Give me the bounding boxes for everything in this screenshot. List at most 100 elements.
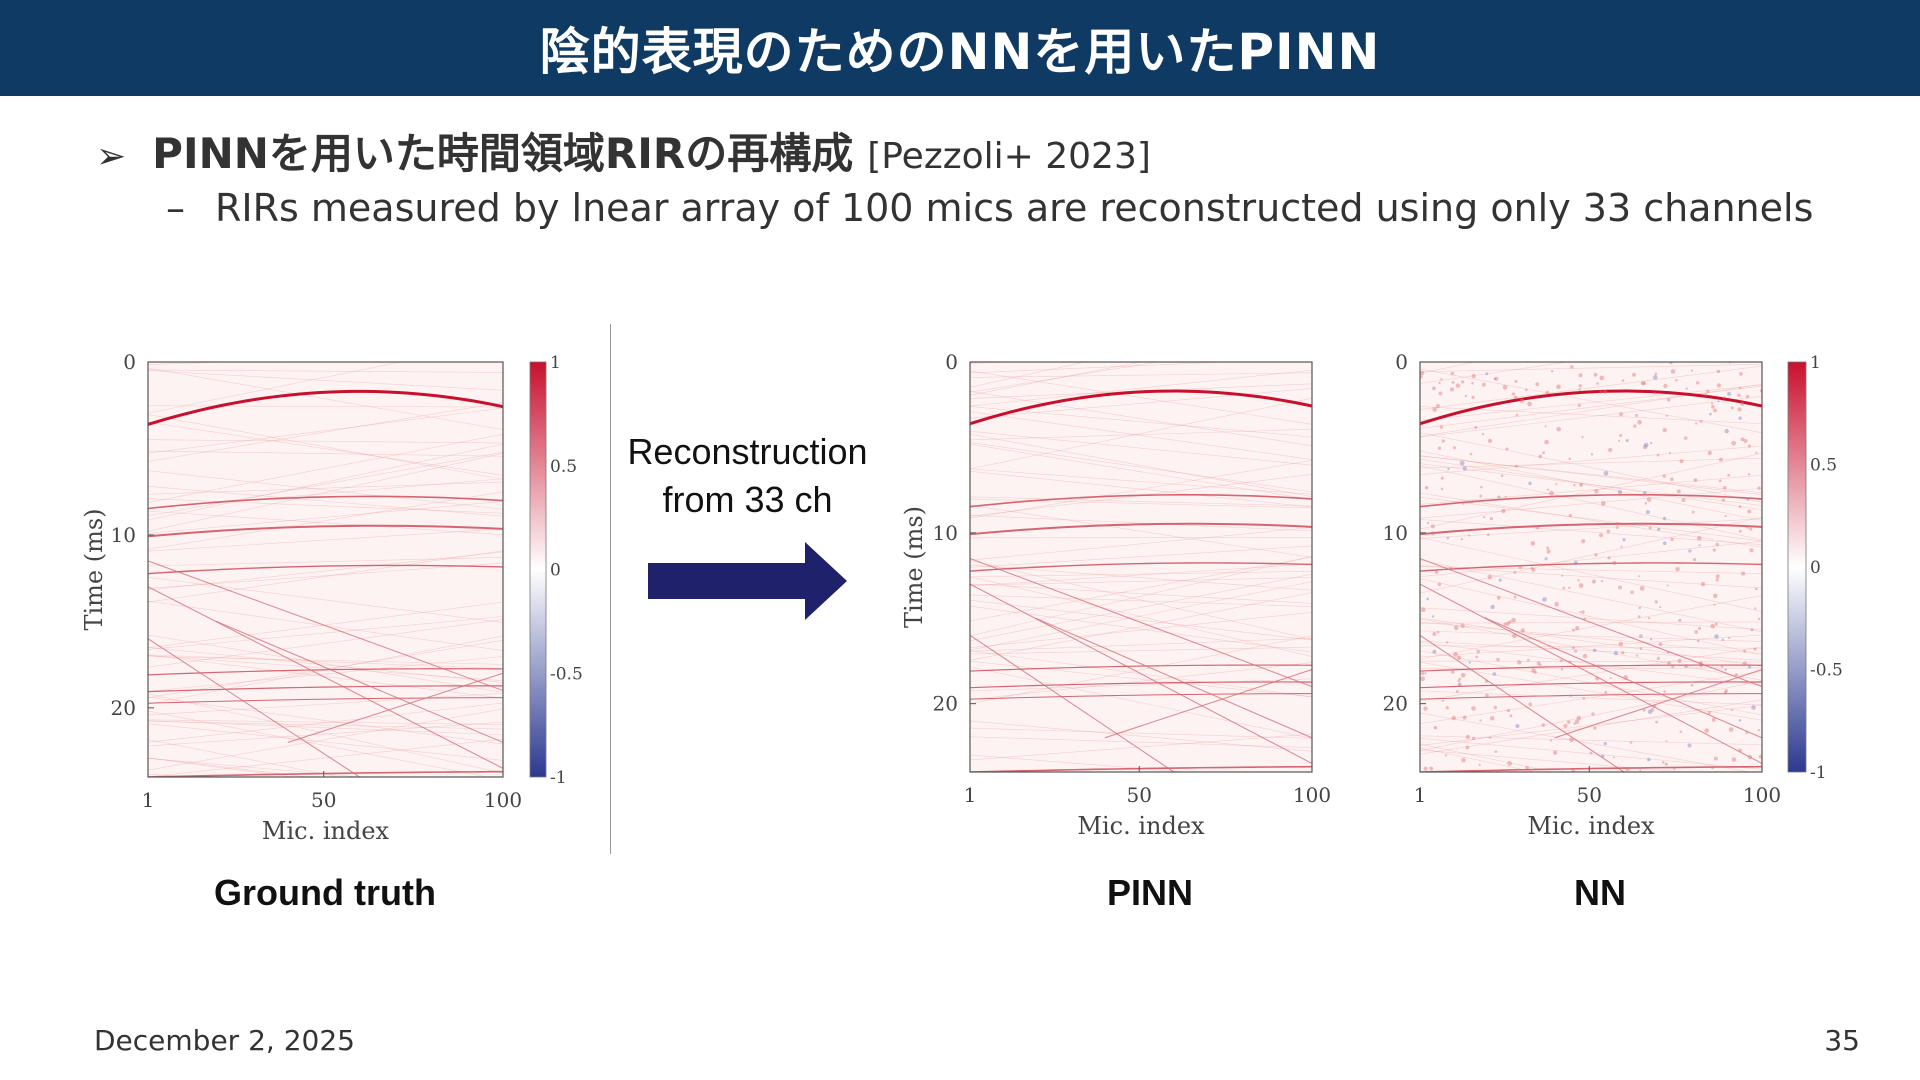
noise-speckle [1520, 628, 1525, 633]
faint-reflection-line [1420, 699, 1762, 755]
y-tick-label: 0 [123, 350, 136, 374]
noise-speckle [1603, 470, 1609, 476]
noise-speckle [1739, 372, 1743, 376]
faint-reflection-line [970, 391, 1312, 447]
noise-speckle [1659, 605, 1662, 609]
noise-speckle [1447, 467, 1450, 471]
noise-speckle [1449, 566, 1452, 570]
faint-reflection-line [1420, 362, 1569, 384]
diagonal-reflection [1035, 617, 1312, 739]
noise-speckle [1591, 712, 1595, 716]
noise-speckle [1662, 541, 1667, 546]
noise-speckle [1685, 387, 1688, 390]
ground-truth-panel: 1 50 100 0 10 20 Mic. index Time (ms) 1 0.5 0 -0.5 -… [78, 324, 611, 854]
reflection-wavefront [1420, 522, 1762, 536]
noise-speckle [1430, 524, 1435, 529]
noise-speckle [1711, 717, 1716, 722]
noise-speckle [1710, 765, 1715, 770]
noise-speckle [1727, 636, 1731, 639]
faint-reflection-line [148, 510, 503, 536]
faint-reflection-line [148, 443, 503, 521]
noise-speckle [1423, 706, 1428, 711]
faint-reflection-line [148, 362, 403, 414]
y-tick-label: 20 [1383, 692, 1408, 716]
noise-speckle [1654, 372, 1658, 376]
noise-speckle [1697, 626, 1702, 630]
noise-speckle [1583, 617, 1587, 621]
faint-reflection-line [1420, 384, 1762, 421]
noise-speckle [1663, 383, 1668, 389]
faint-reflection-line [970, 545, 1312, 568]
y-tick-label: 0 [1395, 350, 1408, 374]
reflection-wavefront [148, 685, 503, 693]
noise-speckle [1670, 664, 1675, 669]
noise-speckle [1579, 611, 1582, 614]
faint-reflection-line [970, 406, 1312, 438]
noise-speckle [1503, 622, 1507, 626]
noise-speckle [1556, 384, 1561, 390]
faint-reflection-line [970, 362, 993, 364]
noise-speckle [1648, 526, 1652, 530]
faint-reflection-line [1420, 474, 1762, 505]
noise-speckle [1569, 737, 1574, 743]
noise-speckle [1501, 508, 1506, 514]
faint-reflection-line [970, 411, 1312, 460]
noise-speckle [1535, 525, 1540, 530]
noise-speckle [1688, 549, 1692, 553]
noise-speckle [1524, 388, 1528, 392]
noise-speckle [1554, 602, 1559, 607]
noise-speckle [1487, 438, 1493, 444]
faint-reflection-line [148, 481, 503, 495]
noise-speckle [1609, 676, 1612, 680]
noise-speckle [1542, 451, 1545, 455]
noise-speckle [1511, 392, 1516, 396]
noise-speckle [1568, 513, 1572, 517]
noise-speckle [1528, 702, 1533, 707]
noise-speckle [1546, 549, 1551, 554]
faint-reflection-line [970, 576, 1312, 657]
faint-reflection-line [1420, 559, 1762, 633]
noise-speckle [1563, 723, 1568, 728]
faint-reflection-line [148, 720, 503, 736]
faint-reflection-line [970, 362, 1160, 393]
noise-speckle [1639, 647, 1643, 650]
noise-speckle [1632, 372, 1636, 377]
noise-speckle [1618, 585, 1622, 590]
faint-reflection-line [1420, 455, 1762, 496]
noise-speckle [1578, 384, 1583, 388]
noise-speckle [1738, 748, 1743, 753]
faint-reflection-line [970, 573, 1312, 641]
faint-reflection-line [148, 500, 503, 534]
noise-speckle [1437, 582, 1442, 587]
noise-speckle [1485, 693, 1489, 698]
noise-speckle [1502, 384, 1508, 390]
noise-speckle [1577, 579, 1580, 582]
faint-reflection-line [148, 439, 503, 444]
noise-speckle [1710, 402, 1714, 405]
noise-speckle [1751, 705, 1756, 710]
noise-speckle [1440, 476, 1444, 480]
x-axis-label: Mic. index [262, 817, 390, 845]
noise-speckle [1635, 654, 1639, 657]
noise-speckle [1710, 623, 1715, 629]
noise-speckle [1468, 661, 1471, 664]
reflection-wavefront [970, 493, 1312, 508]
noise-speckle [1675, 378, 1678, 382]
faint-reflection-line [148, 551, 503, 591]
reconstruction-label-line2: from 33 ch [662, 479, 833, 520]
noise-speckle [1444, 754, 1448, 757]
noise-speckle [1489, 516, 1494, 521]
noise-speckle [1731, 757, 1737, 762]
noise-speckle [1622, 537, 1626, 542]
faint-reflection-line [148, 433, 503, 503]
noise-speckle [1423, 766, 1428, 771]
faint-reflection-line [1420, 452, 1762, 530]
noise-speckle [1449, 387, 1455, 392]
wavefront-group [148, 362, 503, 777]
faint-reflection-line [970, 678, 1312, 692]
noise-speckle [1713, 593, 1718, 599]
noise-speckle [1720, 664, 1724, 668]
pinn-caption: PINN [1106, 872, 1193, 913]
faint-reflection-line [148, 402, 503, 462]
noise-speckle [1617, 489, 1623, 495]
